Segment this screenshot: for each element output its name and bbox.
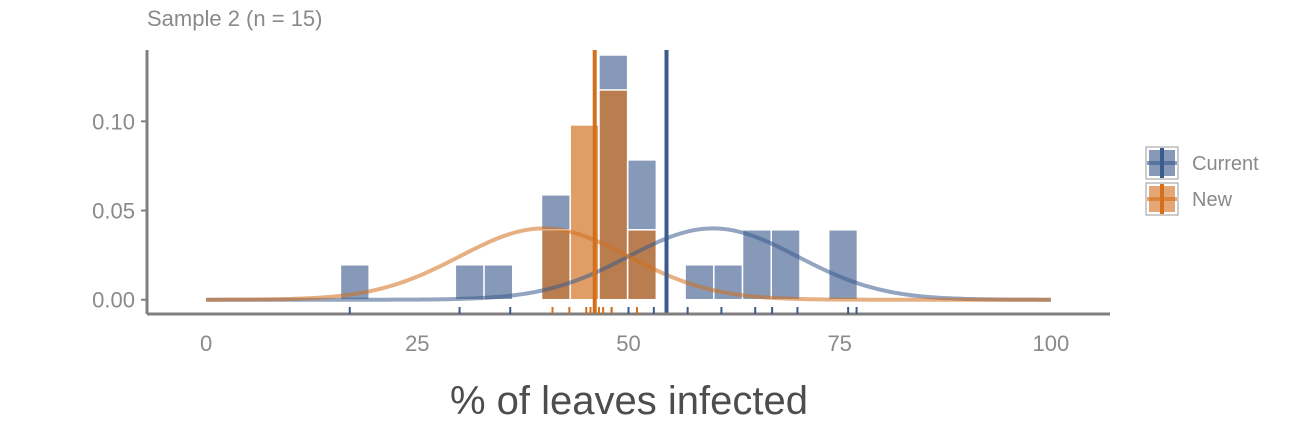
- bar-current: [454, 264, 485, 301]
- x-tick-label: 50: [616, 331, 640, 356]
- bar-current: [770, 229, 801, 301]
- y-tick-label: 0.10: [92, 109, 135, 134]
- y-tick-label: 0.05: [92, 199, 135, 224]
- y-axis-ticks: 0.00 0.05 0.10: [92, 109, 147, 313]
- bar-current: [483, 264, 514, 301]
- legend-label-new: New: [1192, 189, 1233, 211]
- x-axis-label: % of leaves infected: [450, 379, 808, 423]
- legend-label-current: Current: [1192, 153, 1259, 175]
- density-curve-new: [206, 226, 1051, 302]
- x-tick-label: 100: [1033, 331, 1070, 356]
- x-tick-label: 75: [827, 331, 851, 356]
- y-tick-label: 0.00: [92, 288, 135, 313]
- x-axis-ticks: 0 25 50 75 100: [200, 331, 1069, 356]
- plot-area: [145, 50, 1110, 316]
- legend: Current New: [1145, 146, 1259, 216]
- x-tick-label: 25: [405, 331, 429, 356]
- x-tick-label: 0: [200, 331, 212, 356]
- bar-current: [827, 229, 859, 301]
- chart-subtitle: Sample 2 (n = 15): [147, 6, 322, 31]
